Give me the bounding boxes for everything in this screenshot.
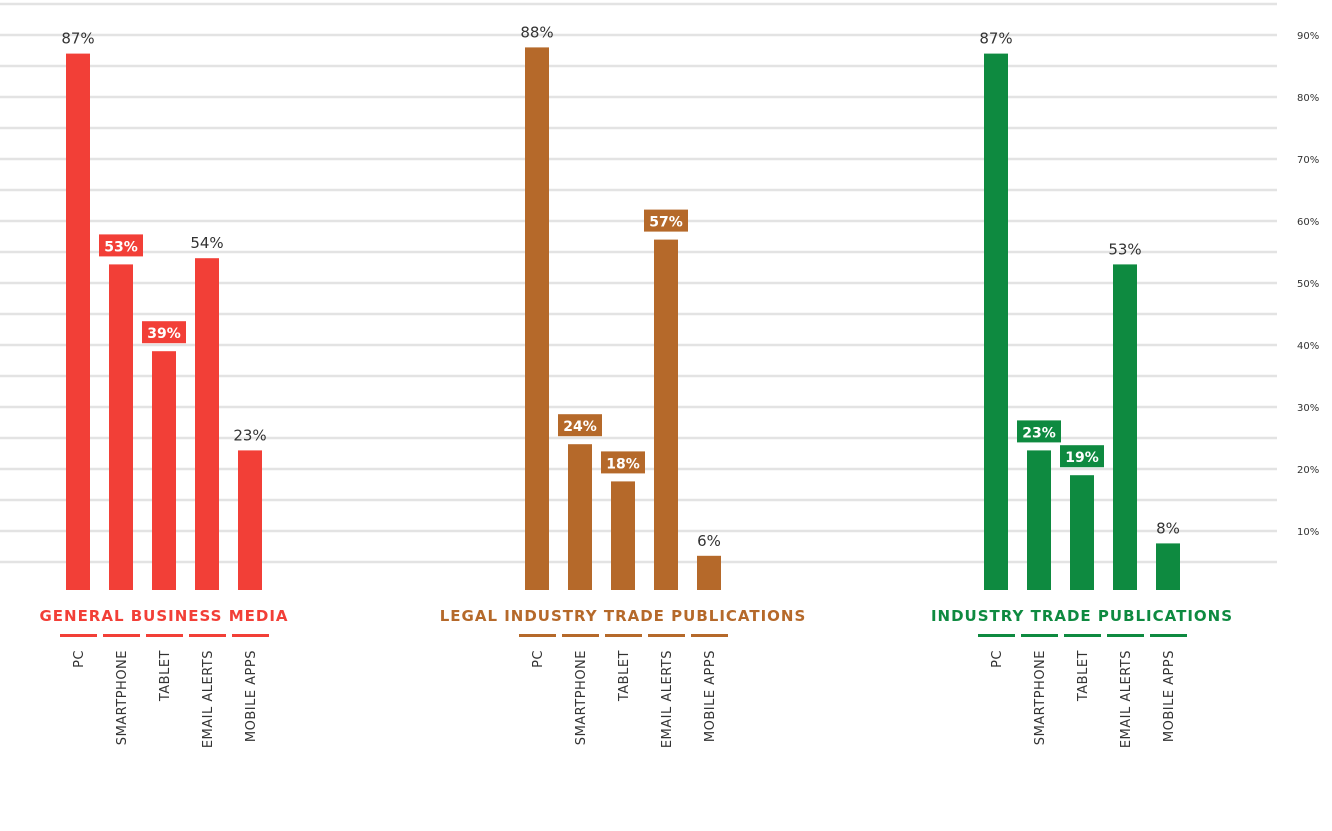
category-label: MOBILE APPS — [1162, 650, 1177, 742]
category-underline — [1021, 634, 1058, 637]
category-underline — [232, 634, 269, 637]
value-label: 6% — [697, 532, 721, 550]
value-label-box — [142, 321, 186, 344]
y-tick-label: 60% — [1297, 217, 1319, 228]
category-label: EMAIL ALERTS — [201, 650, 216, 748]
bar — [611, 481, 635, 590]
value-label-box — [99, 234, 143, 257]
bar — [238, 450, 262, 590]
value-label-box — [1017, 420, 1061, 443]
bar — [109, 264, 133, 590]
category-label: TABLET — [1076, 650, 1091, 702]
value-label: 53% — [1108, 240, 1141, 258]
bar — [984, 53, 1008, 591]
bar — [195, 258, 219, 590]
category-label: PC — [72, 650, 87, 668]
y-tick-label: 90% — [1297, 31, 1319, 42]
value-label-box — [601, 451, 645, 474]
category-underline — [519, 634, 556, 637]
value-label: 87% — [61, 30, 94, 48]
value-label: 53% — [104, 239, 138, 255]
category-underline — [189, 634, 226, 637]
category-label: SMARTPHONE — [115, 650, 130, 745]
y-tick-label: 50% — [1297, 279, 1319, 290]
value-label: 18% — [606, 456, 640, 472]
category-underline — [691, 634, 728, 637]
value-label: 88% — [520, 23, 553, 41]
y-tick-label: 20% — [1297, 465, 1319, 476]
bar — [1027, 450, 1051, 590]
category-underline — [1107, 634, 1144, 637]
category-label: EMAIL ALERTS — [1119, 650, 1134, 748]
value-label-box — [558, 414, 602, 437]
bar — [152, 351, 176, 590]
value-label: 54% — [190, 234, 223, 252]
category-underline — [1064, 634, 1101, 637]
bar — [66, 53, 90, 591]
value-label: 23% — [233, 426, 266, 444]
value-label: 8% — [1156, 519, 1180, 537]
group-title: LEGAL INDUSTRY TRADE PUBLICATIONS — [440, 607, 807, 625]
y-tick-label: 70% — [1297, 155, 1319, 166]
y-tick-label: 40% — [1297, 341, 1319, 352]
category-underline — [103, 634, 140, 637]
value-label: 24% — [563, 419, 597, 435]
bar — [568, 444, 592, 590]
category-underline — [978, 634, 1015, 637]
value-label: 87% — [979, 30, 1012, 48]
category-underline — [1150, 634, 1187, 637]
bar — [654, 239, 678, 590]
bar — [525, 47, 549, 590]
category-label: PC — [990, 650, 1005, 668]
bar — [1070, 475, 1094, 590]
value-label: 19% — [1065, 450, 1099, 466]
bar — [1113, 264, 1137, 590]
category-label: SMARTPHONE — [574, 650, 589, 745]
bar — [697, 555, 721, 590]
category-underline — [562, 634, 599, 637]
y-tick-label: 30% — [1297, 403, 1319, 414]
group-title: GENERAL BUSINESS MEDIA — [39, 607, 288, 625]
value-label: 39% — [147, 326, 181, 342]
category-underline — [60, 634, 97, 637]
y-tick-label: 80% — [1297, 93, 1319, 104]
category-label: TABLET — [158, 650, 173, 702]
value-label: 23% — [1022, 425, 1056, 441]
category-label: EMAIL ALERTS — [660, 650, 675, 748]
value-label: 57% — [649, 215, 683, 231]
category-label: PC — [531, 650, 546, 668]
category-label: MOBILE APPS — [244, 650, 259, 742]
category-underline — [605, 634, 642, 637]
bar — [1156, 543, 1180, 590]
group-title: INDUSTRY TRADE PUBLICATIONS — [931, 607, 1233, 625]
category-label: SMARTPHONE — [1033, 650, 1048, 745]
value-label-box — [1060, 445, 1104, 468]
category-underline — [648, 634, 685, 637]
y-tick-label: 10% — [1297, 527, 1319, 538]
category-label: MOBILE APPS — [703, 650, 718, 742]
category-underline — [146, 634, 183, 637]
category-label: TABLET — [617, 650, 632, 702]
value-label-box — [644, 209, 688, 232]
